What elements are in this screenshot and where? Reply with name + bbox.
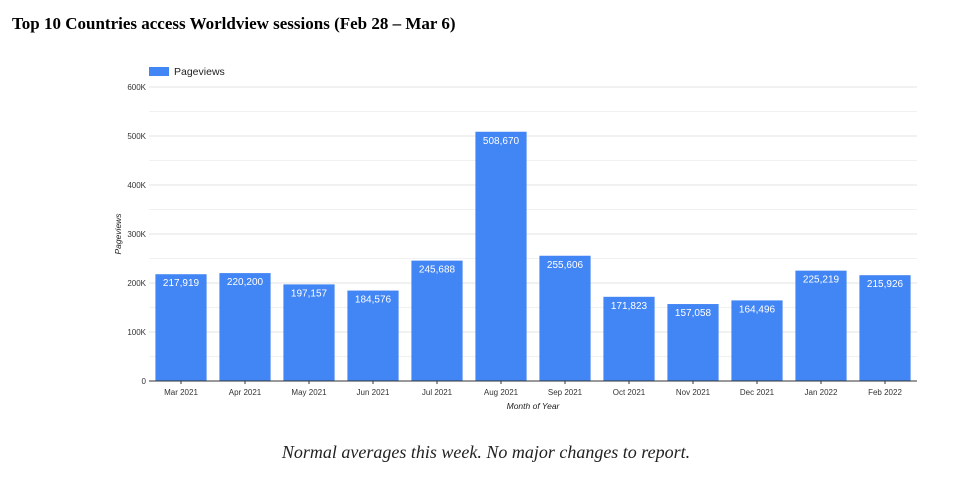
x-tick-label: Jan 2022 [805, 388, 838, 397]
bar[interactable] [283, 284, 335, 381]
page-title: Top 10 Countries access Worldview sessio… [12, 14, 456, 33]
y-tick-label: 600K [127, 83, 146, 92]
bar[interactable] [667, 304, 719, 381]
x-tick-label: Apr 2021 [229, 388, 262, 397]
y-tick-label: 400K [127, 181, 146, 190]
bar[interactable] [603, 296, 655, 381]
gridlines [149, 86, 917, 382]
y-tick-label: 0 [142, 377, 147, 386]
y-tick-label: 300K [127, 230, 146, 239]
bar-value-label: 215,926 [867, 279, 904, 290]
data-labels: 217,919 220,200 197,157 184,576 245,688 508,6… [163, 136, 904, 319]
bar-value-label: 197,157 [291, 288, 328, 299]
bar-value-label: 225,219 [803, 275, 840, 286]
pageviews-bar-chart: 0 100K 200K 300K 400K 500K 600K 217,919 220,200… [113, 66, 917, 411]
report-note: Normal averages this week. No major chan… [281, 442, 691, 462]
bar-value-label: 245,688 [419, 265, 456, 276]
bar[interactable] [411, 260, 463, 381]
x-tick-label: Oct 2021 [613, 388, 646, 397]
bar[interactable] [347, 290, 399, 381]
y-tick-label: 500K [127, 132, 146, 141]
bar-value-label: 157,058 [675, 308, 712, 319]
x-tick-label: Feb 2022 [868, 388, 902, 397]
bar-value-label: 508,670 [483, 136, 520, 147]
bar-value-label: 164,496 [739, 304, 776, 315]
x-tick-label: May 2021 [291, 388, 327, 397]
legend[interactable]: Pageviews [149, 66, 225, 78]
bar[interactable] [795, 270, 847, 381]
y-axis-label: Pageviews [113, 213, 123, 255]
x-tick-label: Dec 2021 [740, 388, 775, 397]
bar-value-label: 171,823 [611, 301, 648, 312]
x-tick-label: Mar 2021 [164, 388, 198, 397]
bar[interactable] [155, 274, 207, 381]
bar-value-label: 184,576 [355, 295, 392, 306]
x-tick-label: Nov 2021 [676, 388, 711, 397]
bar-value-label: 220,200 [227, 277, 264, 288]
bars [155, 131, 911, 381]
x-tick-label: Sep 2021 [548, 388, 583, 397]
legend-label: Pageviews [174, 66, 225, 78]
bar-value-label: 255,606 [547, 260, 584, 271]
y-tick-label: 100K [127, 328, 146, 337]
x-tick-label: Jul 2021 [422, 388, 453, 397]
bar[interactable] [539, 255, 591, 381]
legend-swatch [149, 67, 169, 76]
y-axis-ticks: 0 100K 200K 300K 400K 500K 600K [127, 83, 146, 386]
x-axis-label: Month of Year [507, 401, 561, 411]
x-axis-ticks: Mar 2021 Apr 2021 May 2021 Jun 2021 Jul 2021… [164, 381, 902, 397]
bar[interactable] [859, 275, 911, 381]
bar-value-label: 217,919 [163, 278, 200, 289]
bar[interactable] [475, 131, 527, 381]
bar[interactable] [731, 300, 783, 381]
y-tick-label: 200K [127, 279, 146, 288]
x-tick-label: Jun 2021 [357, 388, 390, 397]
x-tick-label: Aug 2021 [484, 388, 519, 397]
bar[interactable] [219, 273, 271, 381]
